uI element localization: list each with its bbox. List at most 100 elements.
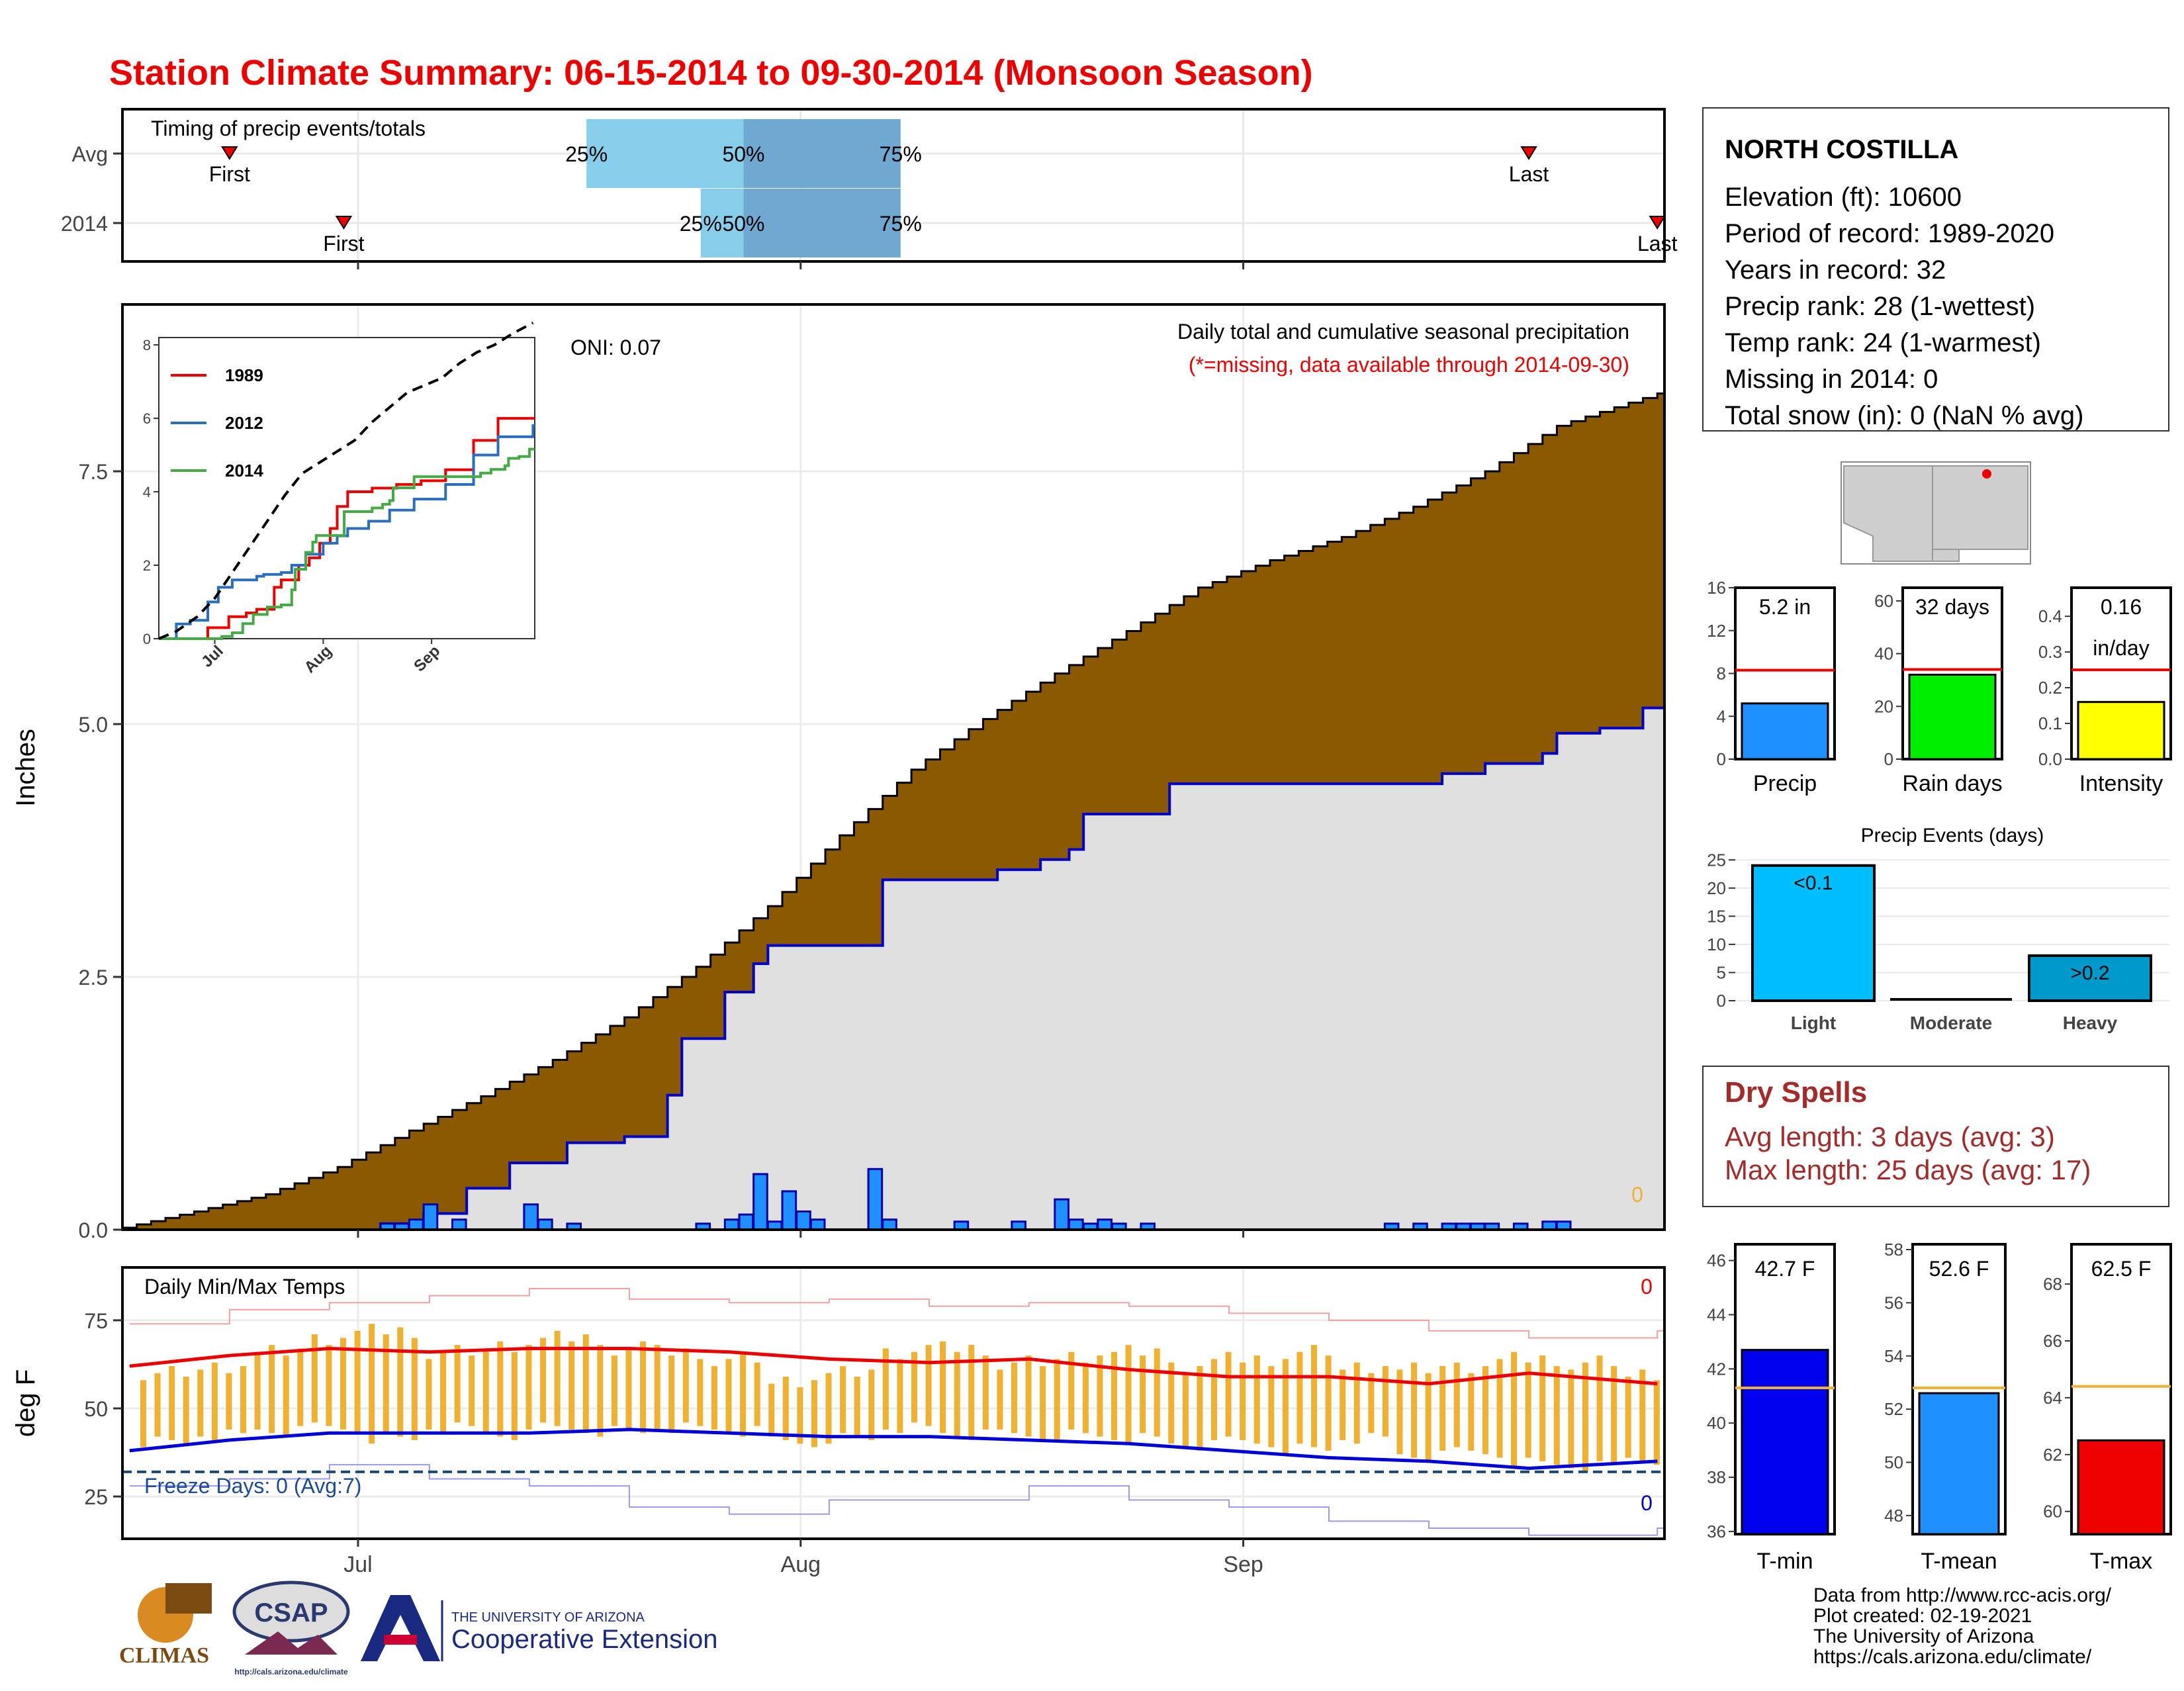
daily-temp-bar: [1653, 1380, 1660, 1465]
ua-logo-small-text: THE UNIVERSITY OF ARIZONA: [451, 1610, 645, 1625]
temp-xtick-label: Jul: [343, 1552, 372, 1577]
daily-temp-bar: [1496, 1359, 1503, 1458]
dry-spells-max: Max length: 25 days (avg: 17): [1725, 1154, 2091, 1185]
temp-stat-ytick-label: 62: [2043, 1445, 2062, 1465]
temp-panel-border: [121, 1266, 1666, 1540]
temp-stat-ytick-label: 60: [2043, 1502, 2062, 1522]
precip-stat-ytick-label: 0.4: [2038, 606, 2062, 626]
record-max-line: [129, 1287, 1664, 1339]
precip-stat-ytick-label: 0.1: [2038, 713, 2062, 733]
daily-precip-bar: [738, 1213, 754, 1231]
timing-bar-50-75: [743, 119, 901, 188]
avg-cumulative-line: [122, 392, 1664, 1229]
daily-precip-bar: [809, 1218, 826, 1231]
temp-stat-ytick-label: 68: [2043, 1274, 2062, 1294]
timing-label-75: 75%: [880, 142, 922, 166]
daily-temp-bar: [982, 1355, 989, 1430]
daily-temp-bar: [740, 1351, 747, 1437]
daily-temp-bar: [1097, 1355, 1103, 1437]
temp-stat-ytick-label: 56: [1884, 1293, 1903, 1312]
daily-temp-bar: [169, 1366, 175, 1440]
precip-stat-value-label-2: in/day: [2093, 636, 2149, 660]
daily-temp-bar: [397, 1327, 404, 1437]
temp-stat-ytick-label: 46: [1707, 1251, 1726, 1271]
daily-temp-bar: [197, 1369, 204, 1437]
daily-temp-bar: [1211, 1359, 1218, 1440]
daily-temp-bar: [1311, 1345, 1318, 1447]
inset-ytick-label: 0: [143, 631, 151, 647]
temp-stat-value-label: 62.5 F: [2091, 1257, 2152, 1281]
csap-logo-mountains: [245, 1631, 338, 1655]
daily-precip-bar: [867, 1167, 884, 1231]
daily-temp-bar: [1297, 1351, 1303, 1444]
timing-label-50: 50%: [722, 142, 764, 166]
daily-temp-bar: [1382, 1366, 1388, 1437]
inset-series-2014: [159, 447, 535, 640]
footer-line: Data from http://www.rcc-acis.org/: [1813, 1584, 2112, 1606]
temp-xtick-label: Sep: [1223, 1552, 1263, 1577]
csap-logo-url: http://cals.arizona.edu/climate: [234, 1667, 348, 1676]
precip-events-title: Precip Events (days): [1861, 825, 2044, 846]
temp-ytick-label: 75: [84, 1309, 108, 1333]
temp-ytick-label: 50: [84, 1397, 108, 1421]
daily-temp-bar: [640, 1341, 647, 1434]
temp-stat-ytick-label: 54: [1884, 1346, 1903, 1366]
daily-temp-bar: [940, 1341, 946, 1434]
daily-temp-bar: [1282, 1359, 1289, 1455]
temp-ytick-label: 25: [84, 1485, 108, 1509]
daily-temp-bar: [297, 1348, 304, 1426]
inset-series-2012: [159, 424, 535, 640]
precip-event-bar-label: >0.2: [2070, 962, 2109, 984]
daily-temp-bar: [797, 1387, 803, 1444]
inset-legend-label: 2012: [225, 413, 263, 433]
daily-temp-bar: [1411, 1362, 1418, 1458]
daily-temp-bar: [469, 1355, 475, 1426]
timing-ytick-label: Avg: [71, 142, 108, 166]
daily-temp-bar: [411, 1338, 418, 1440]
precip-events-ytick-label: 10: [1707, 935, 1726, 954]
daily-temp-bar: [854, 1377, 860, 1437]
station-period: Period of record: 1989-2020: [1725, 219, 2055, 248]
precip-ytick-label: 2.5: [79, 966, 108, 989]
daily-temp-bar: [1054, 1359, 1060, 1440]
timing-label-50: 50%: [722, 212, 764, 236]
timing-marker-last: [1649, 216, 1666, 230]
daily-temp-bar: [897, 1359, 903, 1434]
daily-temp-bar: [1225, 1351, 1232, 1437]
timing-label-25: 25%: [565, 142, 608, 166]
precip-subtitle: (*=missing, data available through 2014-…: [1189, 353, 1629, 377]
precip-stat-value-label: 32 days: [1915, 595, 1989, 619]
daily-temp-bar: [354, 1330, 361, 1434]
station-name: NORTH COSTILLA: [1725, 135, 1959, 164]
daily-temp-bar: [1011, 1362, 1017, 1434]
daily-temp-bar: [911, 1351, 917, 1423]
temp-stat-ytick-label: 42: [1707, 1359, 1726, 1379]
timing-label-last: Last: [1509, 162, 1549, 186]
daily-temp-bar: [868, 1369, 875, 1440]
freeze-days-label: Freeze Days: 0 (Avg:7): [144, 1474, 361, 1498]
inset-legend-label: 2014: [225, 461, 263, 480]
daily-temp-bar: [597, 1345, 604, 1437]
station-precip-rank: Precip rank: 28 (1-wettest): [1725, 292, 2036, 321]
daily-temp-bar: [1439, 1366, 1446, 1451]
daily-temp-bar: [226, 1373, 232, 1430]
inset-legend-label: 1989: [225, 365, 263, 385]
daily-temp-bar: [825, 1373, 832, 1444]
temp-stat-ytick-label: 52: [1884, 1399, 1903, 1419]
daily-precip-bar: [451, 1218, 467, 1231]
daily-temp-bar: [811, 1380, 817, 1447]
oni-label: ONI: 0.07: [570, 336, 661, 359]
timing-label-first: First: [323, 232, 364, 255]
precip-stat-value-label: 5.2 in: [1759, 595, 1811, 619]
precip-stat-bar: [1741, 702, 1829, 760]
timing-marker-last: [1520, 146, 1537, 160]
daily-temp-bar: [326, 1345, 332, 1426]
temp-stat-label: T-max: [2090, 1549, 2152, 1574]
timing-title: Timing of precip events/totals: [151, 116, 426, 140]
inset-ytick-label: 2: [143, 557, 151, 574]
station-years: Years in record: 32: [1725, 255, 1946, 285]
timing-label-25: 25%: [680, 212, 722, 236]
cumulative-2014-fill: [122, 708, 1664, 1230]
deficit-fill: [122, 393, 1664, 1230]
daily-temp-bar: [840, 1366, 846, 1434]
